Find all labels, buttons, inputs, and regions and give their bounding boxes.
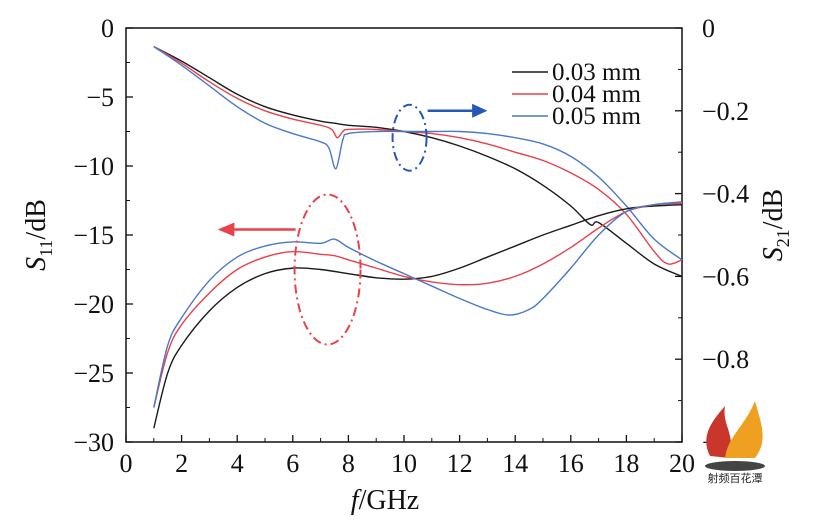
x-axis-title: f/GHz <box>351 485 419 516</box>
x-tick-label: 4 <box>231 449 244 478</box>
x-tick-label: 16 <box>558 449 584 478</box>
series-layer <box>153 46 683 429</box>
y-right-tick-label: −0.2 <box>702 97 749 126</box>
axis-titles: f/GHz S11/dB S21/dB <box>21 189 793 516</box>
y-left-tick-label: −25 <box>73 359 114 388</box>
x-tick-label: 12 <box>447 449 473 478</box>
series-line-left-0-03-mm <box>153 203 683 429</box>
y-right-tick-label: −0.6 <box>702 262 749 291</box>
annotation-ellipse-right <box>391 103 428 172</box>
x-tick-label: 18 <box>613 449 639 478</box>
y-right-axis-title-text: S21/dB <box>758 189 793 261</box>
annotations-layer <box>217 103 488 346</box>
x-tick-label: 8 <box>342 449 355 478</box>
watermark-logo <box>700 396 770 486</box>
x-tick-label: 20 <box>669 449 695 478</box>
series-line-right-0-03-mm <box>153 46 683 278</box>
y-left-tick-label: −5 <box>86 83 114 112</box>
legend-label: 0.05 mm <box>552 103 641 130</box>
y-left-axis-title: S11/dB <box>21 199 56 271</box>
x-tick-label: 2 <box>175 449 188 478</box>
y-right-tick-label: −0.8 <box>702 345 749 374</box>
series-line-right-0-05-mm <box>153 46 683 261</box>
y-left-tick-label: −20 <box>73 290 114 319</box>
y-left-tick-label: −15 <box>73 221 114 250</box>
y-left-axis-title-text: S11/dB <box>21 199 56 271</box>
y-left-tick-label: −30 <box>73 428 114 457</box>
watermark-caption: 射频百花潭 <box>707 472 763 485</box>
legend-label: 0.03 mm <box>552 59 641 86</box>
legend: 0.03 mm0.04 mm0.05 mm <box>512 59 641 130</box>
annotation-ellipse-left <box>293 193 362 346</box>
series-line-left-0-04-mm <box>153 202 683 408</box>
x-tick-label: 10 <box>391 449 417 478</box>
y-left-tick-label: 0 <box>101 14 114 43</box>
arrow-left-icon <box>217 222 235 237</box>
legend-label: 0.04 mm <box>552 81 641 108</box>
series-line-left-0-05-mm <box>153 201 683 408</box>
y-right-tick-label: 0 <box>702 14 715 43</box>
x-tick-label: 14 <box>502 449 528 478</box>
series-line-right-0-04-mm <box>153 46 683 265</box>
y-right-axis-title: S21/dB <box>758 189 793 261</box>
y-left-tick-label: −10 <box>73 152 114 181</box>
ticks-layer: 0 2 4 6 8 10 12 14 16 18 200−5−10−15−20−25−300−0.2… <box>73 14 749 478</box>
y-right-tick-label: −0.4 <box>702 180 749 209</box>
arrow-right-icon <box>472 103 488 118</box>
x-tick-label: 0 <box>120 449 133 478</box>
x-tick-label: 6 <box>286 449 299 478</box>
